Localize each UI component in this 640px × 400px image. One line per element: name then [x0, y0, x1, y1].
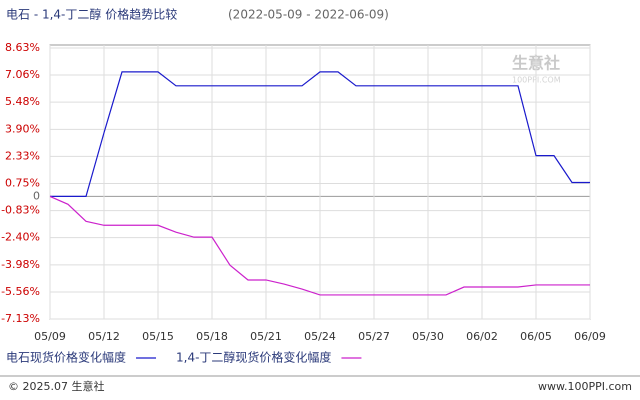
chart-subtitle: (2022-05-09 - 2022-06-09): [228, 8, 389, 22]
x-tick-label: 05/21: [250, 330, 282, 343]
x-tick-label: 05/09: [34, 330, 66, 343]
x-tick-label: 06/05: [520, 330, 552, 343]
x-tick-label: 05/15: [142, 330, 174, 343]
x-tick-label: 05/18: [196, 330, 228, 343]
y-tick-label: -3.98%: [1, 258, 40, 271]
x-tick-label: 05/12: [88, 330, 120, 343]
y-tick-label: 5.48%: [5, 95, 40, 108]
x-tick-label: 06/09: [574, 330, 606, 343]
x-tick-label: 05/27: [358, 330, 390, 343]
footer-left: © 2025.07 生意社: [8, 379, 104, 393]
x-tick-label: 06/02: [466, 330, 498, 343]
y-tick-label: 3.90%: [5, 122, 40, 135]
chart-title: 电石 - 1,4-丁二醇 价格趋势比较: [6, 7, 177, 22]
footer-right: www.100PPI.com: [538, 380, 632, 393]
y-tick-label: 7.06%: [5, 68, 40, 81]
legend-label: 1,4-丁二醇现货价格变化幅度: [176, 350, 331, 365]
y-tick-label: 2.33%: [5, 149, 40, 162]
y-tick-label: -7.13%: [1, 312, 40, 325]
y-tick-label: -0.83%: [1, 204, 40, 217]
y-tick-label: 8.63%: [5, 41, 40, 54]
y-tick-label: 0: [33, 189, 40, 202]
y-tick-label: -5.56%: [1, 285, 40, 298]
x-tick-label: 05/30: [412, 330, 444, 343]
series-line: [49, 195, 590, 296]
series-line: [50, 71, 590, 197]
legend-label: 电石现货价格变化幅度: [6, 350, 126, 365]
y-tick-label: 0.75%: [5, 177, 40, 190]
x-tick-label: 05/24: [304, 330, 336, 343]
y-tick-label: -2.40%: [1, 231, 40, 244]
